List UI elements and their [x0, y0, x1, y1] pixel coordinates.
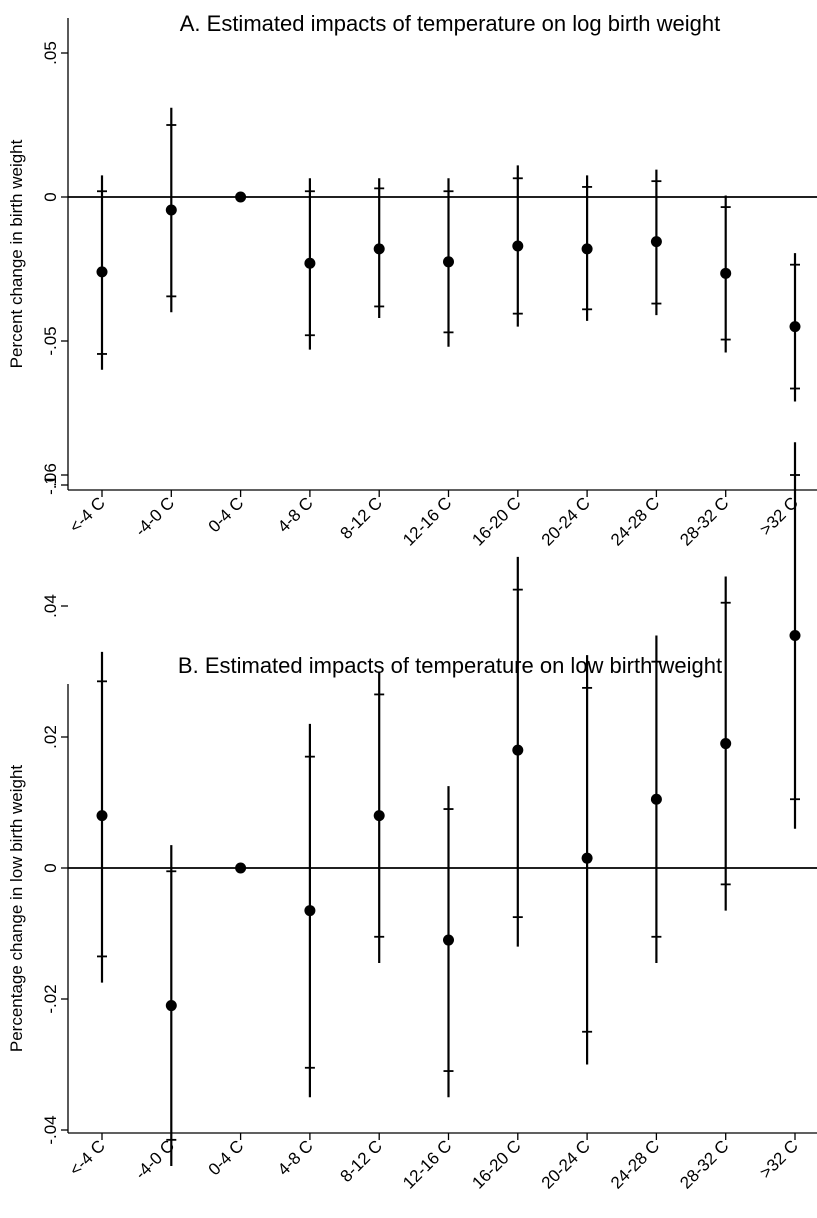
x-tick-label: 20-24 C: [538, 1136, 594, 1192]
x-tick-label: 0-4 C: [205, 493, 248, 536]
point-estimate: [165, 204, 177, 216]
y-tick-label: -.04: [41, 1115, 60, 1144]
y-tick-label: .05: [41, 41, 60, 65]
x-tick-label: 28-32 C: [676, 1136, 732, 1192]
point-estimate: [235, 862, 247, 874]
point-estimate: [789, 321, 801, 333]
point-estimate: [373, 243, 385, 255]
point-estimate: [304, 905, 316, 917]
point-estimate: [650, 236, 662, 248]
x-tick-label: <-4 C: [66, 1136, 109, 1179]
point-estimate: [720, 267, 732, 279]
y-tick-label: .06: [41, 463, 60, 487]
y-axis-label: Percentage change in low birth weight: [7, 765, 26, 1053]
panel-b: B. Estimated impacts of temperature on l…: [7, 442, 817, 1193]
point-estimate: [512, 240, 524, 252]
chart-title: A. Estimated impacts of temperature on l…: [180, 11, 720, 36]
x-tick-label: 4-8 C: [274, 1136, 317, 1179]
y-tick-label: 0: [41, 192, 60, 201]
point-estimate: [443, 256, 454, 268]
x-tick-label: -4-0 C: [131, 493, 178, 540]
y-tick-label: -.05: [41, 326, 60, 355]
x-tick-label: 12-16 C: [399, 1136, 455, 1192]
x-tick-label: 4-8 C: [274, 493, 317, 536]
x-tick-label: 24-28 C: [607, 493, 663, 549]
x-tick-label: 28-32 C: [676, 493, 732, 549]
point-estimate: [581, 243, 593, 255]
point-estimate: [235, 191, 247, 203]
point-estimate: [165, 1000, 177, 1012]
x-tick-label: 0-4 C: [205, 1136, 248, 1179]
x-tick-label: 16-20 C: [468, 493, 524, 549]
x-tick-label: <-4 C: [66, 493, 109, 536]
point-estimate: [581, 852, 593, 864]
x-tick-label: 20-24 C: [538, 493, 594, 549]
x-tick-label: 12-16 C: [399, 493, 455, 549]
panel-a: A. Estimated impacts of temperature on l…: [7, 11, 817, 550]
y-tick-label: 0: [41, 863, 60, 872]
y-tick-label: -.02: [41, 984, 60, 1013]
point-estimate: [96, 810, 108, 822]
x-tick-label: 16-20 C: [468, 1136, 524, 1192]
y-tick-label: -.1: [41, 475, 60, 495]
point-estimate: [789, 629, 801, 641]
point-estimate: [443, 934, 454, 946]
point-estimate: [650, 793, 662, 805]
y-axis-label: Percent change in birth weight: [7, 139, 26, 368]
chart-title: B. Estimated impacts of temperature on l…: [178, 653, 722, 678]
x-tick-label: 8-12 C: [337, 493, 387, 543]
point-estimate: [304, 257, 316, 269]
y-tick-label: .02: [41, 725, 60, 749]
x-tick-label: 8-12 C: [337, 1136, 387, 1186]
x-tick-label: 24-28 C: [607, 1136, 663, 1192]
point-estimate: [96, 266, 108, 278]
point-estimate: [373, 810, 385, 822]
point-estimate: [512, 744, 524, 756]
point-estimate: [720, 738, 732, 750]
y-tick-label: .04: [41, 594, 60, 618]
x-tick-label: >32 C: [756, 1136, 802, 1182]
